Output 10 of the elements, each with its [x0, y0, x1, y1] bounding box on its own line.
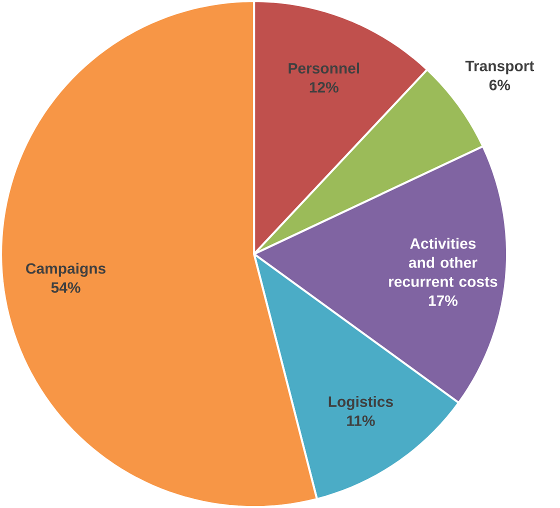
- data-label: 11%: [347, 415, 375, 426]
- slice-label: Transport: [465, 60, 534, 74]
- slice-label: Logistics: [328, 396, 393, 410]
- slice-label: Personnel: [288, 62, 360, 74]
- data-label: 6%: [489, 80, 510, 90]
- slice-label: Activities and other recurrent costs: [389, 238, 498, 287]
- slice-label: Campaigns: [26, 262, 106, 277]
- data-label: 17%: [428, 295, 458, 306]
- data-label: 54%: [51, 282, 80, 293]
- data-label: 12%: [310, 82, 338, 93]
